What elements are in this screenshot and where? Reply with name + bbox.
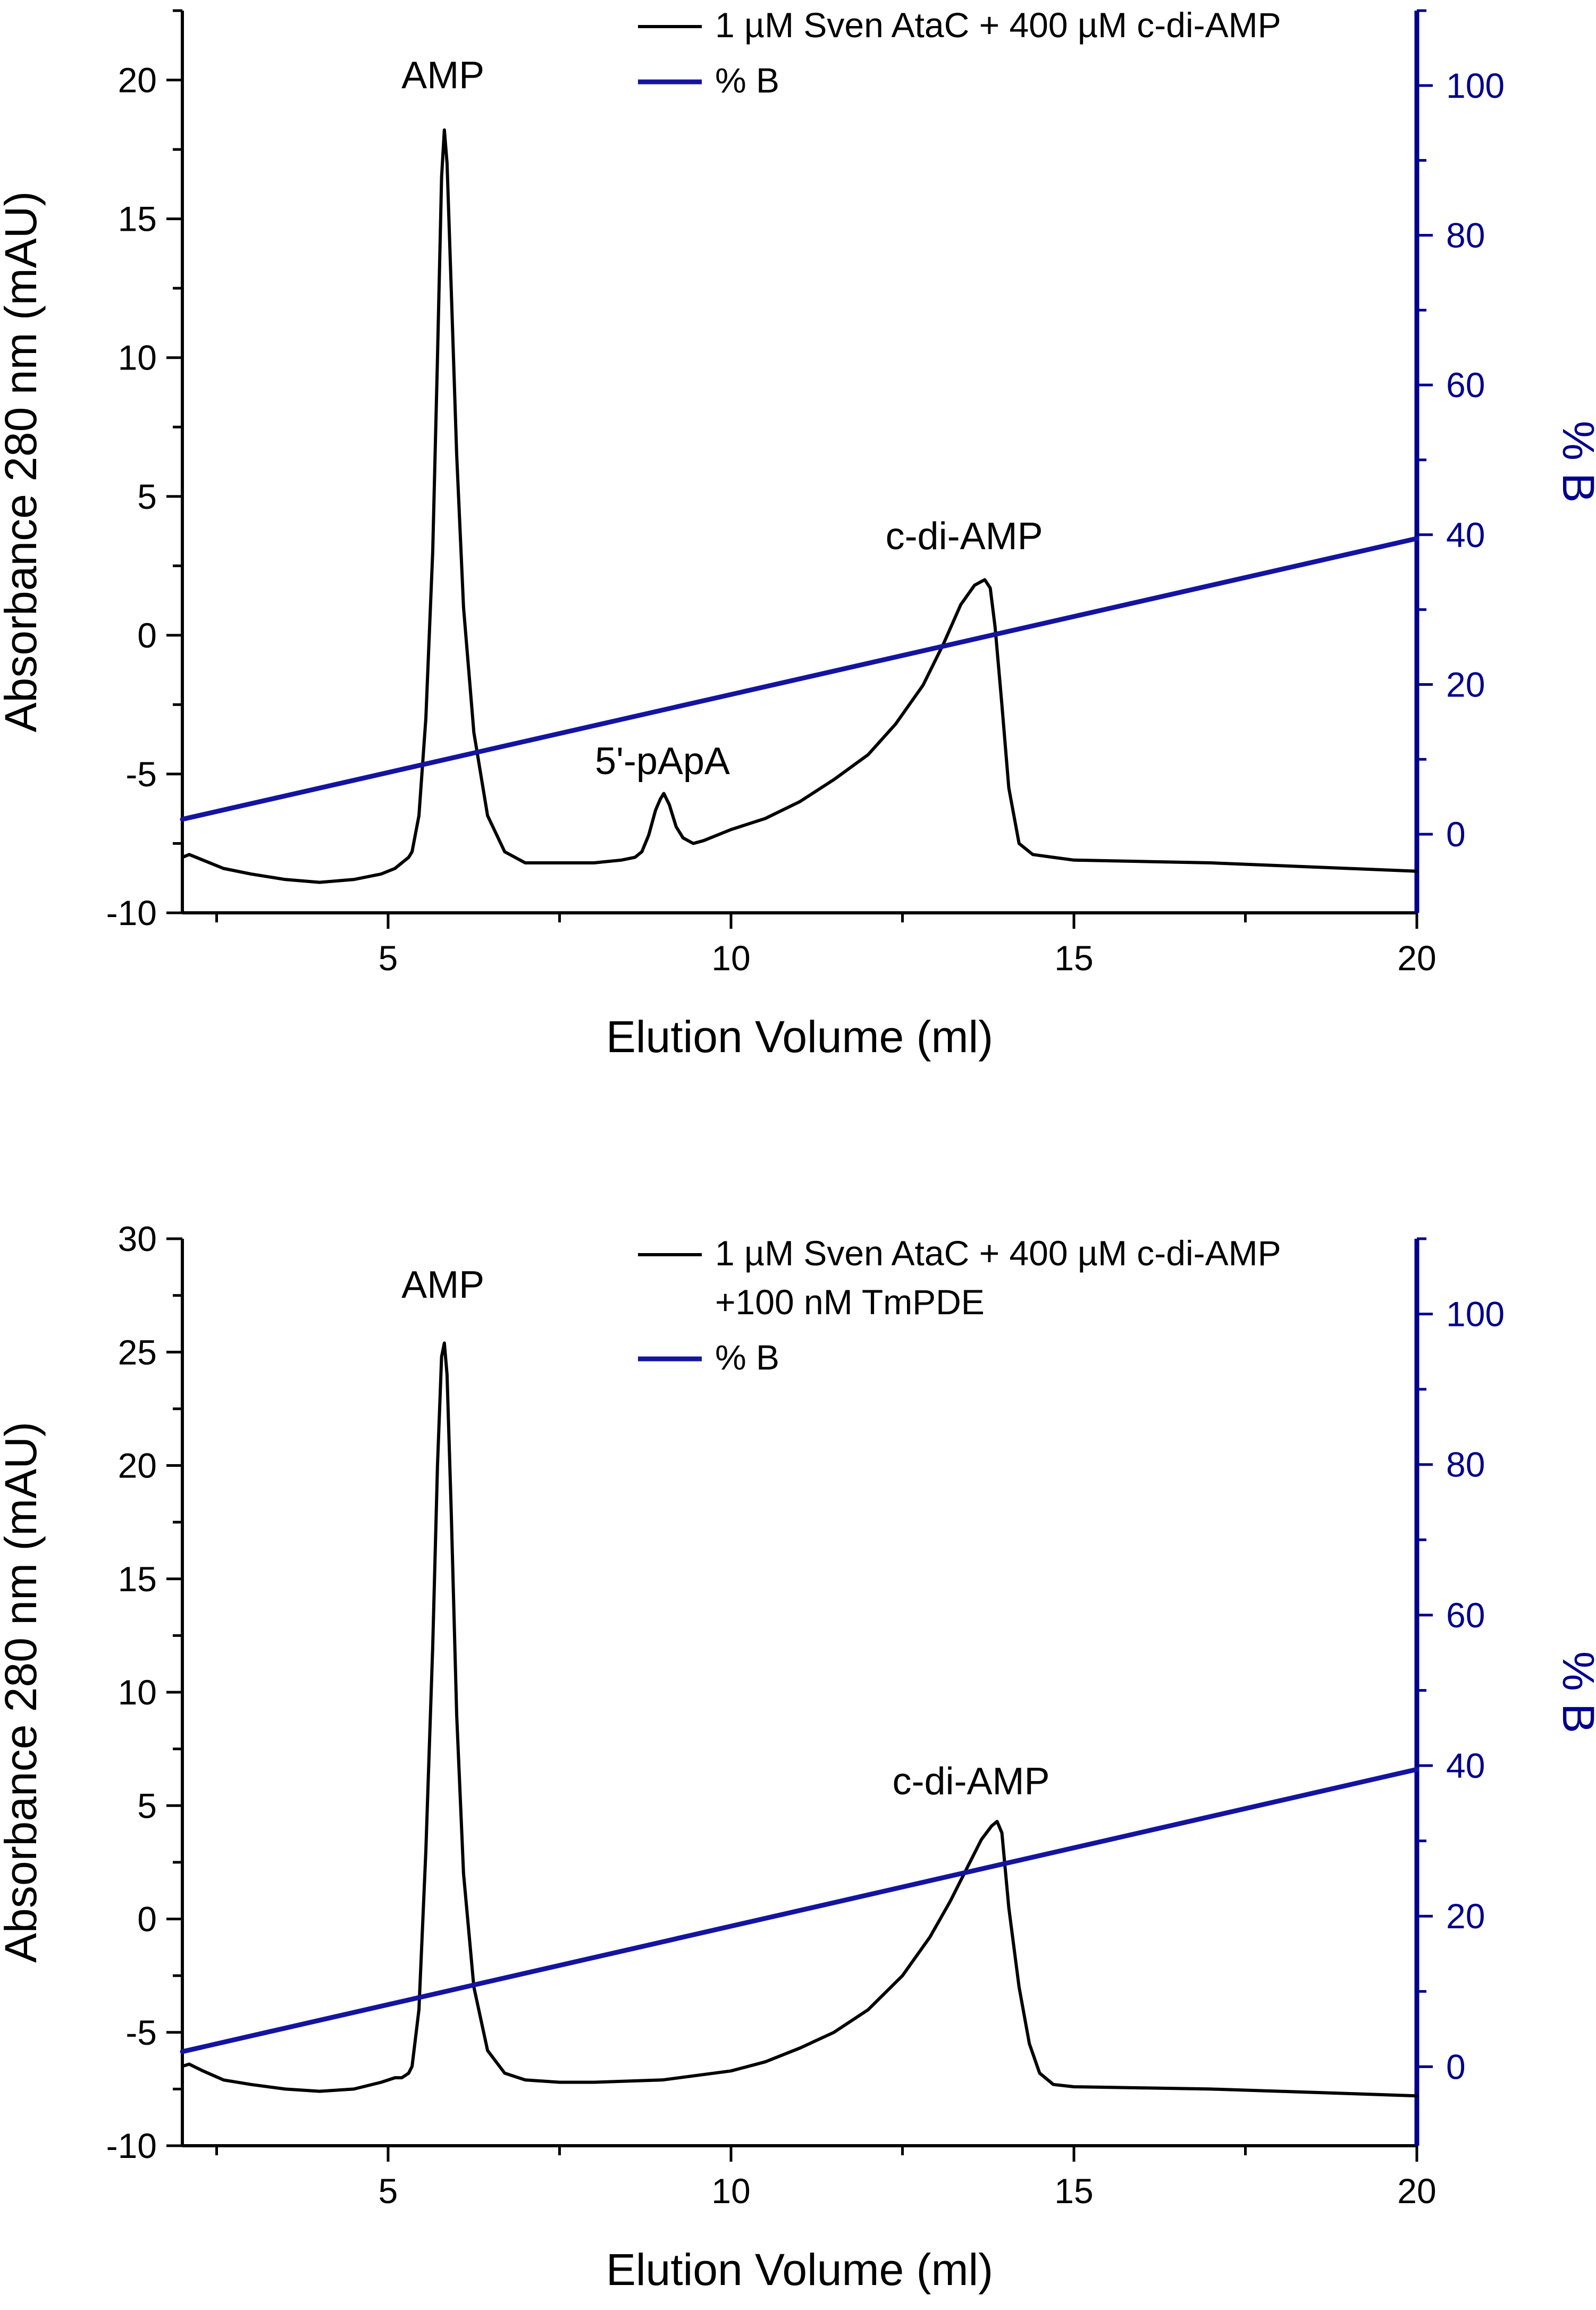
x-axis-title: Elution Volume (ml) bbox=[606, 2245, 993, 2295]
legend-label: 1 µM Sven AtaC + 400 µM c-di-AMP bbox=[715, 5, 1281, 45]
y2-tick-label: 80 bbox=[1446, 1445, 1485, 1484]
percent-b-line bbox=[180, 1767, 1419, 2054]
y2-tick-label: 20 bbox=[1446, 1896, 1485, 1936]
y-tick-label: -10 bbox=[106, 2126, 157, 2165]
percent-b-line bbox=[180, 536, 1419, 822]
y-tick-label: 15 bbox=[118, 199, 157, 239]
legend-label: +100 nM TmPDE bbox=[715, 1282, 985, 1322]
y2-tick-label: 40 bbox=[1446, 515, 1485, 555]
legend-label: % B bbox=[715, 61, 779, 100]
y-tick-label: 5 bbox=[137, 477, 157, 516]
y-tick-label: 5 bbox=[137, 1786, 157, 1825]
y2-tick-label: 60 bbox=[1446, 1595, 1485, 1635]
y-tick-label: -5 bbox=[125, 754, 157, 794]
y2-tick-label: 80 bbox=[1446, 215, 1485, 255]
absorbance-trace bbox=[181, 1341, 1418, 2098]
peak-label: 5'-pApA bbox=[595, 740, 730, 783]
x-tick-label: 15 bbox=[1054, 938, 1093, 978]
y2-axis-title: % B bbox=[1553, 1651, 1596, 1733]
y-tick-label: 0 bbox=[137, 616, 157, 655]
y-tick-label: 0 bbox=[137, 1900, 157, 1939]
x-tick-label: 20 bbox=[1397, 2171, 1436, 2211]
chart-panel-top: 5 10 15 20 -10 -5 0 5 10 15 20 0 20 40 60 80 100 Elution … bbox=[0, 5, 1596, 1062]
y2-tick-label: 100 bbox=[1446, 66, 1505, 105]
y-tick-label: 20 bbox=[118, 61, 157, 100]
y-tick-label: -5 bbox=[125, 2013, 157, 2052]
legend-label: 1 µM Sven AtaC + 400 µM c-di-AMP bbox=[715, 1233, 1281, 1273]
y2-tick-label: 0 bbox=[1446, 814, 1466, 854]
y2-tick-label: 0 bbox=[1446, 2047, 1466, 2086]
legend-label: % B bbox=[715, 1338, 779, 1377]
peak-label: AMP bbox=[401, 1264, 484, 1306]
chart-panel-bottom: 5 10 15 20 -10 -5 0 5 10 15 20 25 30 0 20 40 60 80 100 Elut… bbox=[0, 1219, 1596, 2295]
absorbance-trace bbox=[181, 128, 1418, 884]
y-axis-title: Absorbance 280 nm (mAU) bbox=[0, 1422, 46, 1963]
x-tick-label: 20 bbox=[1397, 938, 1436, 978]
x-tick-label: 5 bbox=[379, 2171, 398, 2211]
y-tick-label: -10 bbox=[106, 893, 157, 933]
y2-axis-title: % B bbox=[1553, 421, 1596, 502]
x-axis-title: Elution Volume (ml) bbox=[606, 1012, 993, 1062]
peak-label: c-di-AMP bbox=[892, 1760, 1049, 1803]
y-tick-label: 25 bbox=[118, 1332, 157, 1372]
peak-label: AMP bbox=[401, 54, 484, 97]
y2-tick-label: 60 bbox=[1446, 365, 1485, 405]
x-tick-label: 10 bbox=[711, 2171, 750, 2211]
y2-tick-label: 40 bbox=[1446, 1746, 1485, 1785]
y-axis-title: Absorbance 280 nm (mAU) bbox=[0, 191, 46, 733]
y-tick-label: 10 bbox=[118, 338, 157, 377]
x-tick-label: 10 bbox=[711, 938, 750, 978]
y2-tick-label: 20 bbox=[1446, 665, 1485, 704]
peak-label: c-di-AMP bbox=[886, 515, 1043, 558]
x-tick-label: 5 bbox=[379, 938, 398, 978]
x-tick-label: 15 bbox=[1054, 2171, 1093, 2211]
y-tick-label: 30 bbox=[118, 1219, 157, 1258]
y-tick-label: 20 bbox=[118, 1446, 157, 1485]
y-tick-label: 10 bbox=[118, 1673, 157, 1712]
y2-tick-label: 100 bbox=[1446, 1295, 1505, 1334]
y-tick-label: 15 bbox=[118, 1559, 157, 1599]
